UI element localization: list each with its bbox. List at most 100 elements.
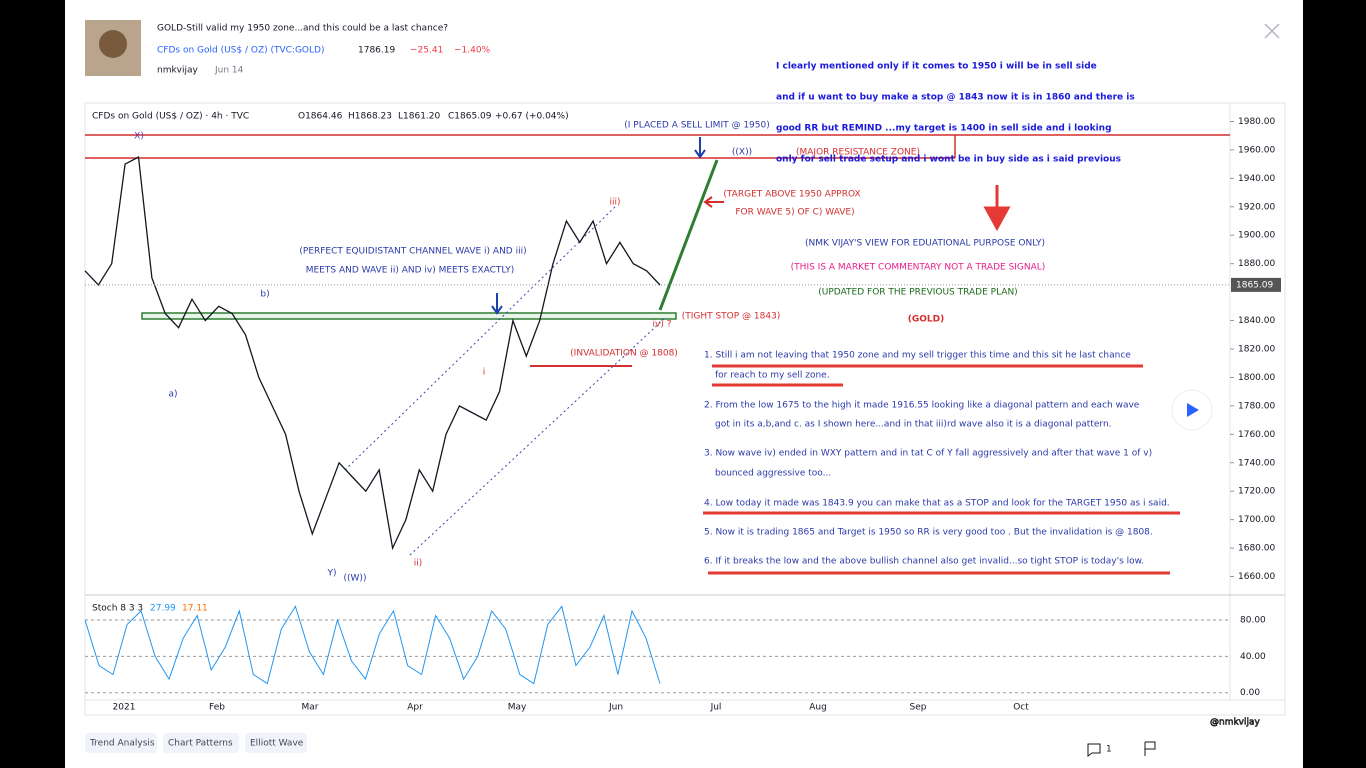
comment-point: 1. Still i am not leaving that 1950 zone… <box>704 351 1131 361</box>
ohlc-value: H1868.23 <box>348 112 392 122</box>
last-price-box <box>1231 277 1281 292</box>
annotation: i <box>483 368 486 378</box>
tag[interactable] <box>85 733 157 753</box>
y-tick-label: 80.00 <box>1240 616 1266 626</box>
annotation: ((X)) <box>732 148 752 158</box>
close-button[interactable] <box>1264 23 1280 39</box>
comment-point: 6. If it breaks the low and the above bu… <box>704 557 1144 567</box>
comment-point: bounced aggressive too... <box>715 469 831 479</box>
annotation: MEETS AND WAVE ii) AND iv) MEETS EXACTLY… <box>306 266 515 276</box>
y-tick-label: 1900.00 <box>1238 231 1275 241</box>
annotation: b) <box>260 290 269 300</box>
channel-line <box>344 204 618 471</box>
y-tick-label: 1840.00 <box>1238 316 1275 326</box>
annotation: iii) <box>609 198 620 208</box>
y-tick-label: 1920.00 <box>1238 202 1275 212</box>
note: (THIS IS A MARKET COMMENTARY NOT A TRADE… <box>791 263 1046 273</box>
x-tick-label: Mar <box>302 703 319 713</box>
note: (UPDATED FOR THE PREVIOUS TRADE PLAN) <box>818 288 1017 298</box>
comment-point: 3. Now wave iv) ended in WXY pattern and… <box>704 449 1152 459</box>
note: (GOLD) <box>908 315 944 325</box>
y-tick-label: 1880.00 <box>1238 259 1275 269</box>
annotation: Y) <box>326 569 336 579</box>
watermark: @nmkvijay <box>1210 718 1261 728</box>
commentary: and if u want to buy make a stop @ 1843 … <box>776 93 1135 103</box>
x-tick-label: Sep <box>910 703 927 713</box>
chart-legend: CFDs on Gold (US$ / OZ) · 4h · TVC <box>92 112 249 122</box>
support-zone <box>141 312 677 320</box>
stoch-name: Stoch 8 3 3 <box>92 604 143 614</box>
x-tick-label: Jun <box>608 703 623 713</box>
annotation: ((W)) <box>344 574 367 584</box>
comment-point: 4. Low today it made was 1843.9 you can … <box>704 499 1170 509</box>
ohlc-value: C1865.09 <box>448 112 492 122</box>
y-tick-label: 1720.00 <box>1238 487 1275 497</box>
projection-line <box>658 159 719 311</box>
x-tick-label: Oct <box>1013 703 1029 713</box>
ohlc-value: O1864.46 <box>298 112 343 122</box>
annotation: iv) ? <box>653 320 672 330</box>
last-price: 1865.09 <box>1236 280 1273 290</box>
annotation: (I PLACED A SELL LIMIT @ 1950) <box>624 121 769 131</box>
chart-frame <box>84 102 1286 716</box>
ohlc-value: L1861.20 <box>398 112 441 122</box>
x-tick-label: Apr <box>407 703 423 713</box>
comment-point: got in its a,b,and c. as I shown here...… <box>715 420 1112 430</box>
change: −25.41 <box>410 46 443 56</box>
x-tick-label: 2021 <box>113 703 136 713</box>
comment-point: for reach to my sell zone. <box>715 371 830 381</box>
stoch-line <box>84 605 661 685</box>
stoch-k: 27.99 <box>150 604 176 614</box>
annotation: (TARGET ABOVE 1950 APPROX <box>723 190 860 200</box>
y-tick-label: 1680.00 <box>1238 544 1275 554</box>
flag-icon[interactable] <box>1144 741 1156 756</box>
stoch-d: 17.11 <box>182 604 208 614</box>
tag-label: Trend Analysis <box>89 739 155 749</box>
tag[interactable] <box>163 733 239 753</box>
y-tick-label: 1700.00 <box>1238 515 1275 525</box>
y-tick-label: 1760.00 <box>1238 430 1275 440</box>
annotation: (TIGHT STOP @ 1843) <box>682 312 781 322</box>
y-tick-label: 1740.00 <box>1238 458 1275 468</box>
comment-point: 5. Now it is trading 1865 and Target is … <box>704 528 1153 538</box>
y-tick-label: 1780.00 <box>1238 401 1275 411</box>
y-tick-label: 1960.00 <box>1238 145 1275 155</box>
author[interactable]: nmkvijay <box>157 66 199 76</box>
annotation: ii) <box>414 559 423 569</box>
channel-line <box>409 317 666 556</box>
y-tick-label: 1980.00 <box>1238 117 1275 127</box>
arrow-down <box>694 137 706 159</box>
play-icon <box>1187 403 1199 417</box>
commentary: good RR but REMIND ...my target is 1400 … <box>776 124 1112 134</box>
note: (NMK VIJAY'S VIEW FOR EDUATIONAL PURPOSE… <box>805 239 1045 249</box>
y-tick-label: 40.00 <box>1240 652 1266 662</box>
comment-count: 1 <box>1106 745 1112 755</box>
y-tick-label: 1800.00 <box>1238 373 1275 383</box>
annotation: FOR WAVE 5) OF C) WAVE) <box>735 208 854 218</box>
comment-point: 2. From the low 1675 to the high it made… <box>704 401 1140 411</box>
avatar-face <box>99 30 127 58</box>
x-tick-label: May <box>508 703 527 713</box>
x-tick-label: Feb <box>209 703 225 713</box>
date: Jun 14 <box>214 66 244 76</box>
tag-label: Elliott Wave <box>250 739 304 749</box>
price-line <box>84 155 661 551</box>
y-tick-label: 0.00 <box>1240 688 1260 698</box>
commentary: only for sell trade setup and i wont be … <box>776 155 1121 165</box>
tag-label: Chart Patterns <box>168 739 233 749</box>
ohlc-value: +0.67 (+0.04%) <box>495 112 569 122</box>
y-tick-label: 1940.00 <box>1238 174 1275 184</box>
x-tick-label: Aug <box>809 703 827 713</box>
comment-icon[interactable] <box>1087 743 1101 757</box>
tag[interactable] <box>245 733 307 753</box>
y-tick-label: 1820.00 <box>1238 345 1275 355</box>
arrow-left <box>703 196 724 208</box>
underlines <box>703 364 1180 575</box>
symbol-link[interactable]: CFDs on Gold (US$ / OZ) (TVC:GOLD) <box>157 46 324 56</box>
panel <box>65 0 1303 768</box>
annotation: (INVALIDATION @ 1808) <box>570 349 678 359</box>
idea-title: GOLD-Still valid my 1950 zone...and this… <box>157 24 448 34</box>
arrow-down-red <box>983 185 1011 232</box>
y-tick-label: 1660.00 <box>1238 572 1275 582</box>
